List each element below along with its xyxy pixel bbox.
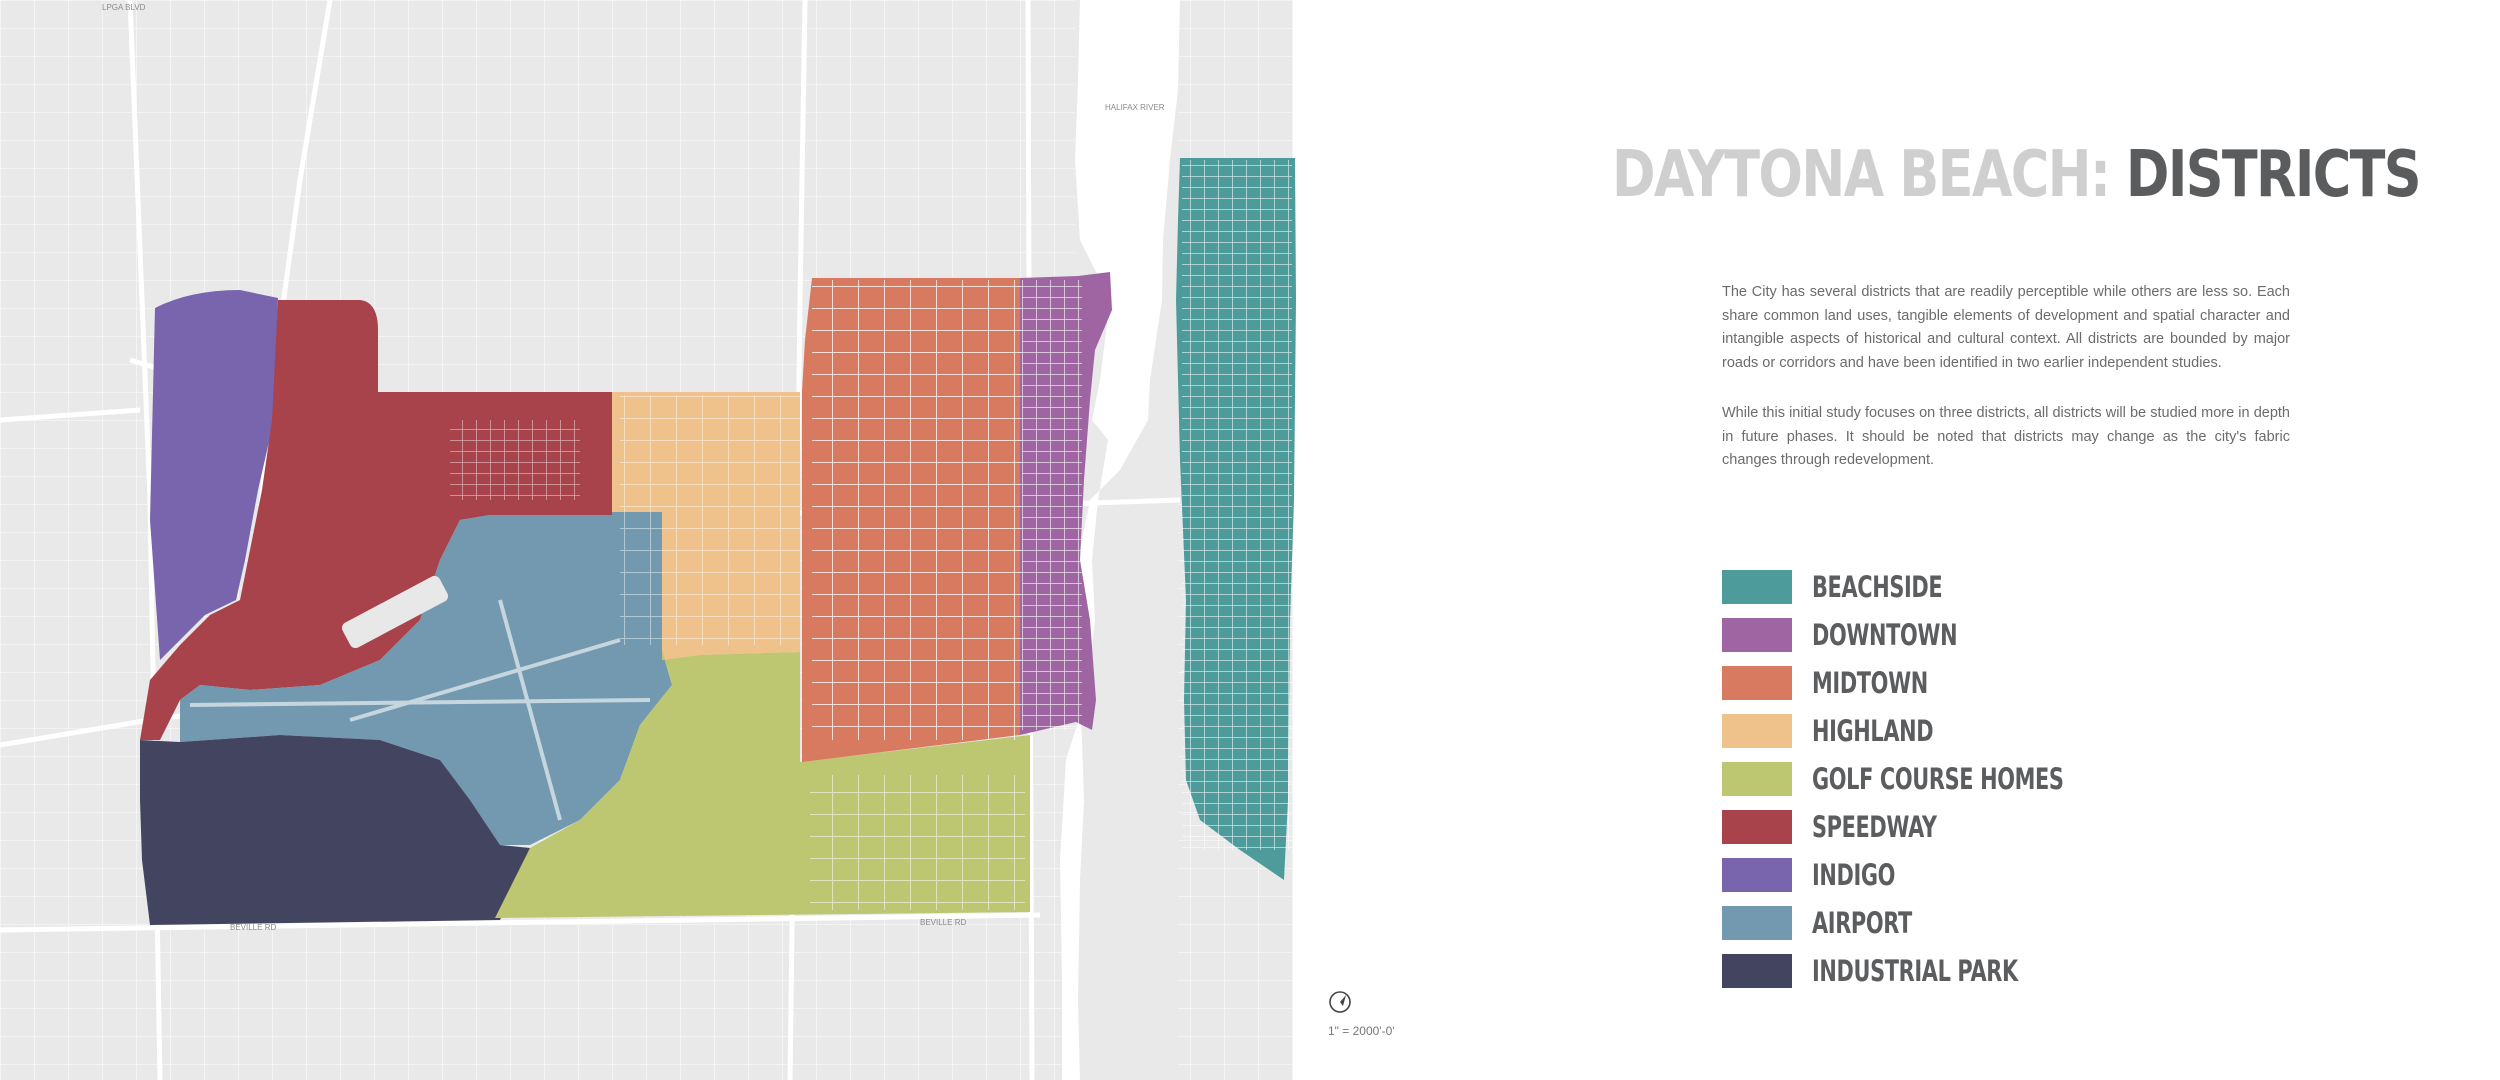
legend-item-golf-course-homes: GOLF COURSE HOMES bbox=[1722, 755, 2161, 803]
legend-swatch bbox=[1722, 762, 1792, 796]
district-legend: BEACHSIDE DOWNTOWN MIDTOWN HIGHLAND GOLF… bbox=[1722, 563, 2161, 995]
svg-text:HALIFAX RIVER: HALIFAX RIVER bbox=[1105, 103, 1165, 112]
legend-swatch bbox=[1722, 666, 1792, 700]
legend-swatch bbox=[1722, 570, 1792, 604]
legend-item-highland: HIGHLAND bbox=[1722, 707, 2161, 755]
legend-label: GOLF COURSE HOMES bbox=[1812, 762, 2064, 796]
legend-item-airport: AIRPORT bbox=[1722, 899, 2161, 947]
scale-text: 1" = 2000'-0' bbox=[1328, 1024, 1395, 1038]
legend-item-downtown: DOWNTOWN bbox=[1722, 611, 2161, 659]
description-paragraph-1: The City has several districts that are … bbox=[1722, 284, 2290, 372]
legend-label: INDUSTRIAL PARK bbox=[1812, 954, 2018, 988]
legend-label: HIGHLAND bbox=[1812, 714, 1934, 748]
speedway-track bbox=[341, 575, 449, 649]
district-airport[interactable] bbox=[180, 512, 672, 845]
atlantic-ocean bbox=[1293, 0, 1310, 1080]
district-industrial-park[interactable] bbox=[140, 735, 530, 925]
north-arrow-icon bbox=[1329, 991, 1351, 1013]
district-map[interactable]: LPGA BLVD HALIFAX RIVER BEVILLE RD BEVIL… bbox=[0, 0, 1310, 1080]
legend-item-industrial-park: INDUSTRIAL PARK bbox=[1722, 947, 2161, 995]
legend-item-speedway: SPEEDWAY bbox=[1722, 803, 2161, 851]
legend-swatch bbox=[1722, 618, 1792, 652]
legend-label: MIDTOWN bbox=[1812, 666, 1928, 700]
road-labels: LPGA BLVD HALIFAX RIVER BEVILLE RD BEVIL… bbox=[102, 3, 1165, 932]
svg-text:LPGA BLVD: LPGA BLVD bbox=[102, 3, 146, 12]
legend-item-midtown: MIDTOWN bbox=[1722, 659, 2161, 707]
legend-swatch bbox=[1722, 714, 1792, 748]
legend-swatch bbox=[1722, 858, 1792, 892]
legend-item-beachside: BEACHSIDE bbox=[1722, 563, 2161, 611]
legend-label: INDIGO bbox=[1812, 858, 1896, 892]
title-city: DAYTONA BEACH: bbox=[1612, 138, 2111, 212]
legend-label: DOWNTOWN bbox=[1812, 618, 1958, 652]
svg-text:BEVILLE RD: BEVILLE RD bbox=[920, 918, 966, 927]
district-speedway[interactable] bbox=[140, 300, 612, 740]
legend-label: BEACHSIDE bbox=[1812, 570, 1943, 604]
legend-label: SPEEDWAY bbox=[1812, 810, 1937, 844]
halifax-river bbox=[1060, 0, 1180, 1080]
legend-swatch bbox=[1722, 810, 1792, 844]
title-districts: DISTRICTS bbox=[2125, 138, 2422, 212]
district-streets bbox=[450, 160, 1292, 910]
page-title: DAYTONA BEACH: DISTRICTS bbox=[1612, 138, 2422, 212]
description-paragraph-2: While this initial study focuses on thre… bbox=[1722, 405, 2290, 469]
legend-swatch bbox=[1722, 906, 1792, 940]
legend-item-indigo: INDIGO bbox=[1722, 851, 2161, 899]
airport-runways bbox=[189, 599, 651, 821]
legend-label: AIRPORT bbox=[1812, 906, 1912, 940]
district-indigo[interactable] bbox=[150, 290, 278, 660]
svg-text:BEVILLE RD: BEVILLE RD bbox=[230, 923, 276, 932]
legend-swatch bbox=[1722, 954, 1792, 988]
